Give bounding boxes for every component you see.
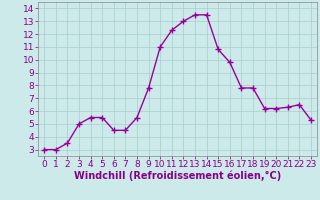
X-axis label: Windchill (Refroidissement éolien,°C): Windchill (Refroidissement éolien,°C) bbox=[74, 171, 281, 181]
